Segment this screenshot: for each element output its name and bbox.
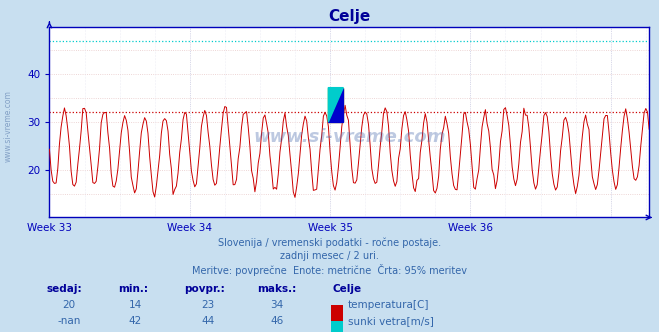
Text: 34: 34 bbox=[270, 300, 283, 310]
Text: Week 35: Week 35 bbox=[308, 223, 353, 233]
Text: maks.:: maks.: bbox=[257, 284, 297, 294]
Text: 42: 42 bbox=[129, 316, 142, 326]
Bar bbox=[328, 88, 343, 122]
Text: sunki vetra[m/s]: sunki vetra[m/s] bbox=[348, 316, 434, 326]
Title: Celje: Celje bbox=[328, 9, 370, 24]
Text: -nan: -nan bbox=[57, 316, 81, 326]
Polygon shape bbox=[328, 88, 343, 122]
Polygon shape bbox=[328, 88, 343, 122]
Text: Week 34: Week 34 bbox=[167, 223, 212, 233]
Text: povpr.:: povpr.: bbox=[185, 284, 225, 294]
Text: 23: 23 bbox=[201, 300, 214, 310]
Text: 46: 46 bbox=[270, 316, 283, 326]
Text: Week 36: Week 36 bbox=[448, 223, 493, 233]
Text: 14: 14 bbox=[129, 300, 142, 310]
Text: Celje: Celje bbox=[333, 284, 362, 294]
Text: 20: 20 bbox=[63, 300, 76, 310]
Text: www.si-vreme.com: www.si-vreme.com bbox=[253, 128, 445, 146]
Text: zadnji mesec / 2 uri.: zadnji mesec / 2 uri. bbox=[280, 251, 379, 261]
Text: sedaj:: sedaj: bbox=[46, 284, 82, 294]
Text: temperatura[C]: temperatura[C] bbox=[348, 300, 430, 310]
Text: www.si-vreme.com: www.si-vreme.com bbox=[3, 90, 13, 162]
Text: Week 33: Week 33 bbox=[27, 223, 72, 233]
Text: Slovenija / vremenski podatki - ročne postaje.: Slovenija / vremenski podatki - ročne po… bbox=[218, 237, 441, 248]
Text: min.:: min.: bbox=[119, 284, 149, 294]
Text: Meritve: povprečne  Enote: metrične  Črta: 95% meritev: Meritve: povprečne Enote: metrične Črta:… bbox=[192, 264, 467, 276]
Text: 44: 44 bbox=[201, 316, 214, 326]
